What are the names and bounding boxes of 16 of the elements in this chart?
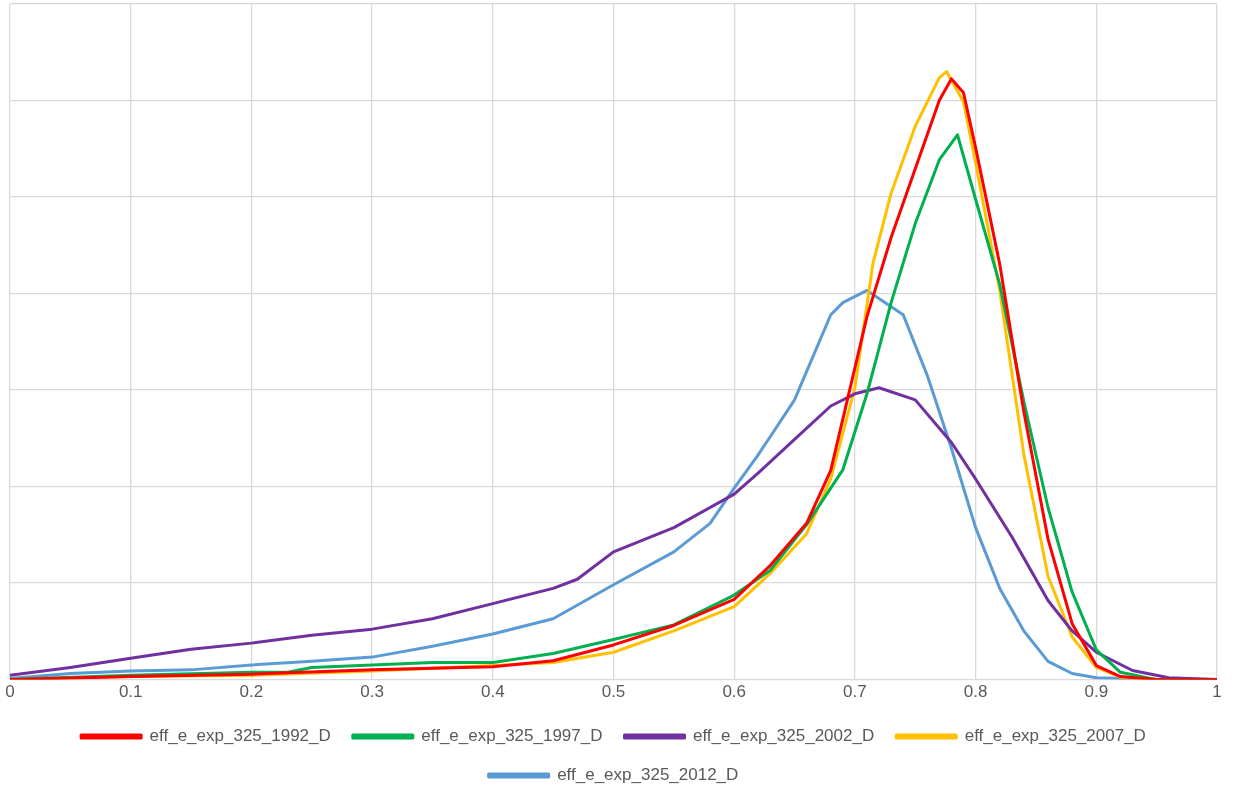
x-tick-label: 0.7 xyxy=(843,682,867,702)
x-tick-label: 0.3 xyxy=(360,682,384,702)
x-tick-label: 0.8 xyxy=(963,682,988,702)
x-tick-label: 0.9 xyxy=(1084,682,1109,702)
x-tick-label: 0 xyxy=(5,682,15,702)
legend-label: eff_e_exp_325_2012_D xyxy=(557,765,739,785)
legend-label: eff_e_exp_325_2007_D xyxy=(964,726,1146,746)
legend-label: eff_e_exp_325_2002_D xyxy=(693,726,875,746)
x-tick-label: 0.6 xyxy=(722,682,747,702)
x-tick-label: 1 xyxy=(1212,682,1222,702)
x-tick-label: 0.5 xyxy=(601,682,626,702)
legend-label: eff_e_exp_325_1992_D xyxy=(149,726,331,746)
x-tick-label: 0.4 xyxy=(480,682,505,702)
legend-label: eff_e_exp_325_1997_D xyxy=(421,726,603,746)
x-tick-label: 0.2 xyxy=(239,682,264,702)
x-tick-label: 0.1 xyxy=(118,682,143,702)
